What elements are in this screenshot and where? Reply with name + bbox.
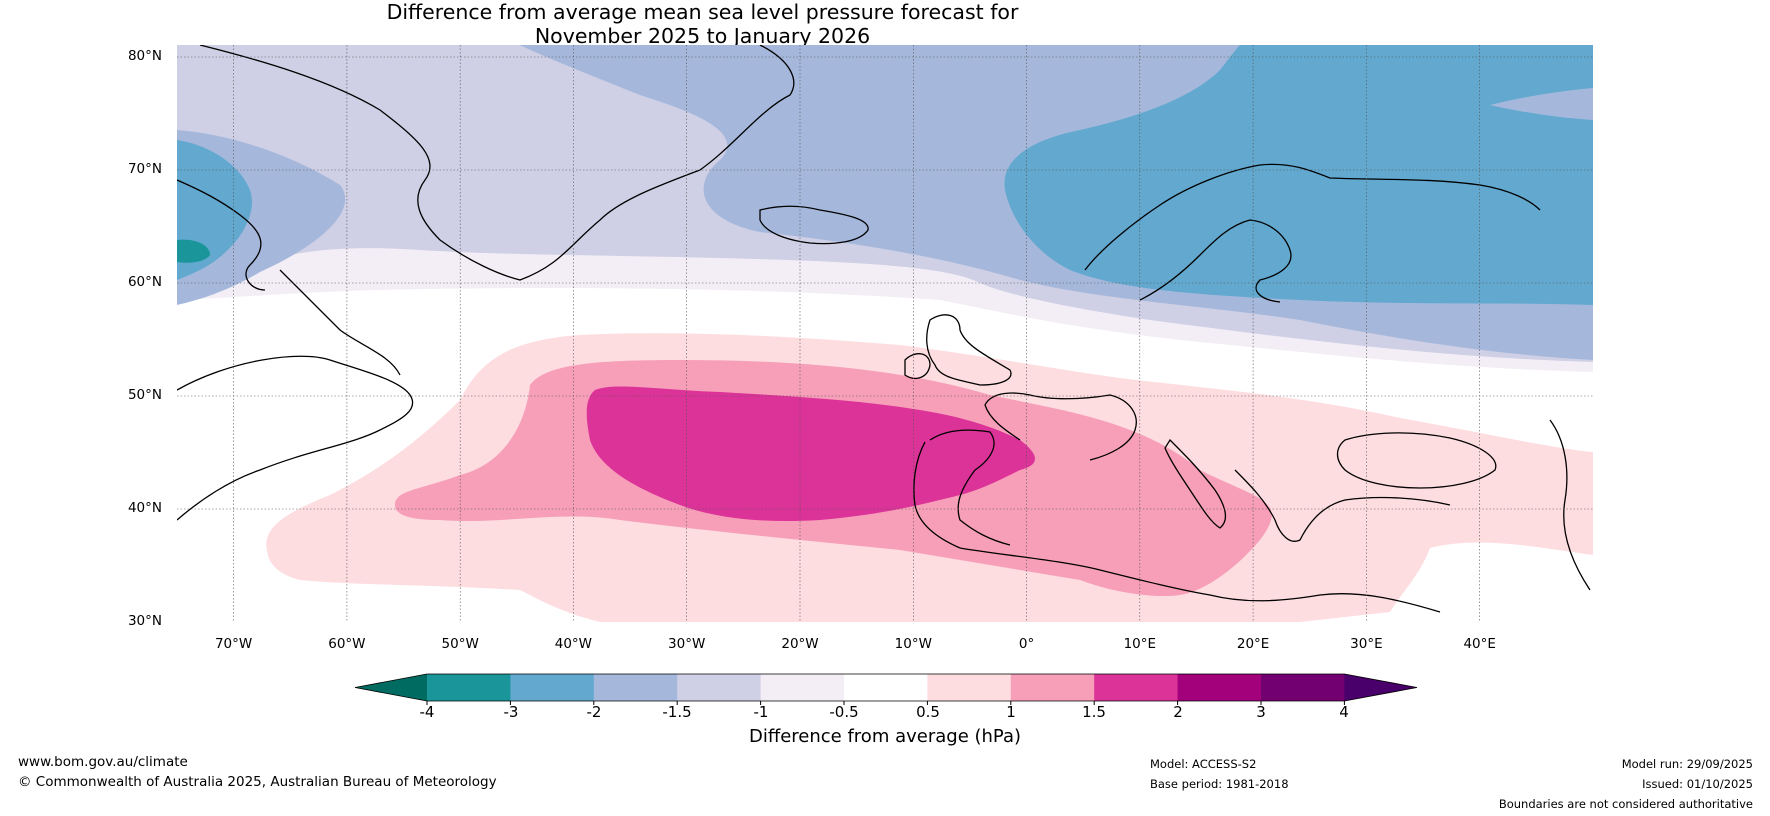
colorbar-swatches [354, 673, 1418, 702]
colorbar-tick-label: -2 [586, 703, 602, 721]
lon-label-10e: 10°E [1123, 636, 1157, 652]
lat-label-70n: 70°N [127, 161, 162, 177]
colorbar-swatch [1261, 674, 1345, 701]
lat-label-40n: 40°N [127, 500, 162, 516]
model-run-date: Model run: 29/09/2025 [1621, 757, 1753, 771]
colorbar-tick-label: -4 [419, 703, 435, 721]
colorbar-swatch [510, 674, 595, 701]
colorbar-extend-low [355, 674, 427, 701]
anomaly-region-plus-1-5 [586, 386, 1035, 522]
colorbar-tick-label: 0.5 [916, 703, 940, 721]
website-url: www.bom.gov.au/climate [18, 754, 188, 770]
coastlines [177, 45, 1591, 613]
boundaries-disclaimer: Boundaries are not considered authoritat… [1498, 797, 1753, 811]
pressure-anomaly-map [177, 45, 1593, 622]
anomaly-region-minus-2-cap [1490, 88, 1593, 120]
colorbar-tick-label: 4 [1339, 703, 1349, 721]
lon-label-50w: 50°W [441, 636, 479, 652]
colorbar-label: Difference from average (hPa) [748, 726, 1022, 747]
colorbar-swatch [593, 674, 678, 701]
map-title: Difference from average mean sea level p… [0, 0, 1405, 48]
lon-label-0: 0° [1018, 636, 1035, 652]
colorbar [354, 673, 1418, 705]
anomaly-region-minus-2 [177, 45, 1593, 305]
colorbar-extend-high [1344, 674, 1417, 701]
colorbar-tick-label: 1 [1006, 703, 1016, 721]
lon-label-60w: 60°W [328, 636, 366, 652]
lon-label-70w: 70°W [214, 636, 253, 652]
colorbar-swatch [927, 674, 1012, 701]
lat-label-60n: 60°N [127, 274, 162, 290]
colorbar-swatch [427, 674, 511, 701]
colorbar-swatch [677, 674, 762, 701]
lat-label-30n: 30°N [127, 613, 162, 629]
lon-label-40e: 40°E [1463, 636, 1496, 652]
colorbar-swatch [1177, 674, 1262, 701]
colorbar-ticks [426, 701, 1345, 705]
colorbar-tick-label: -1 [753, 703, 769, 721]
issued-date: Issued: 01/10/2025 [1642, 777, 1753, 791]
model-name: Model: ACCESS-S2 [1150, 757, 1257, 771]
colorbar-tick-label: -1.5 [662, 703, 692, 721]
colorbar-tick-label: 2 [1173, 703, 1183, 721]
base-period: Base period: 1981-2018 [1150, 777, 1289, 791]
graticule [177, 45, 1593, 622]
lat-label-80n: 80°N [127, 48, 162, 64]
colorbar-swatch [844, 674, 928, 701]
title-line-1: Difference from average mean sea level p… [386, 0, 1019, 24]
colorbar-swatch [1010, 674, 1095, 701]
title-line-2: November 2025 to January 2026 [534, 24, 871, 48]
lon-label-30e: 30°E [1350, 636, 1383, 652]
lat-label-50n: 50°N [127, 387, 162, 403]
colorbar-tick-label: 1.5 [1082, 703, 1106, 721]
colorbar-tick-label: -3 [503, 703, 519, 721]
copyright-notice: © Commonwealth of Australia 2025, Austra… [18, 774, 497, 790]
lon-label-40w: 40°W [554, 636, 593, 652]
colorbar-swatch [760, 674, 845, 701]
colorbar-tick-label: 3 [1256, 703, 1266, 721]
anomaly-region-plus-1-5-small [1100, 430, 1130, 453]
lon-label-20w: 20°W [781, 636, 819, 652]
lon-label-10w: 10°W [894, 636, 932, 652]
lon-label-30w: 30°W [668, 636, 706, 652]
colorbar-tick-label: -0.5 [829, 703, 859, 721]
anomaly-region-minus-3 [177, 239, 210, 263]
lon-label-20e: 20°E [1236, 636, 1270, 652]
colorbar-swatch [1094, 674, 1179, 701]
